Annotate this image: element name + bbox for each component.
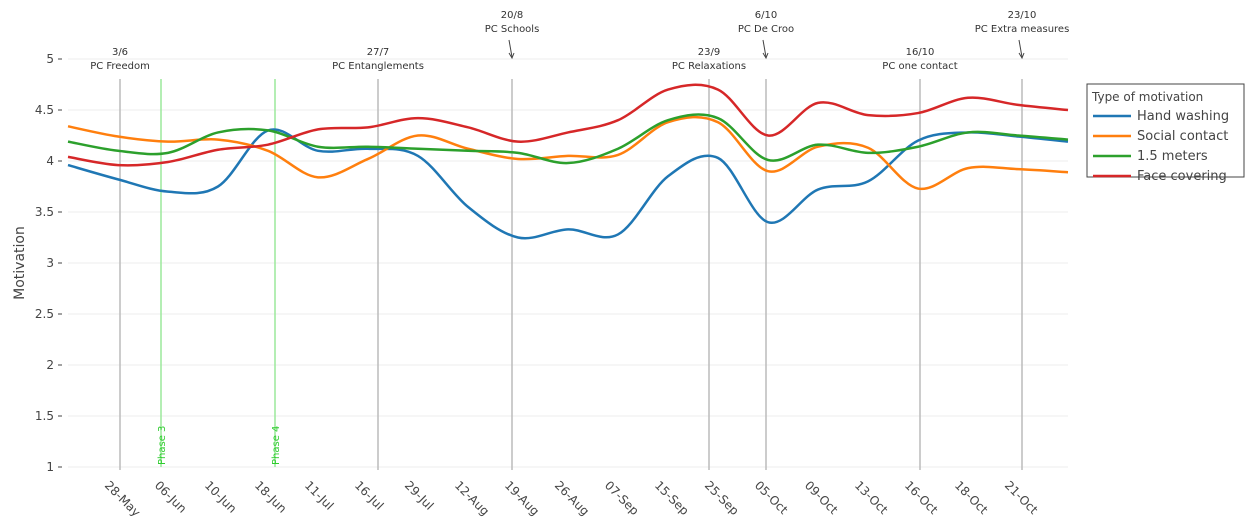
event-label: PC one contact bbox=[882, 61, 957, 72]
y-tick-label: 1 bbox=[46, 460, 54, 474]
phase-label: Phase 4 bbox=[271, 426, 282, 465]
y-tick-label: 1.5 bbox=[35, 409, 54, 423]
arrow-head bbox=[762, 52, 769, 60]
arrow bbox=[762, 39, 767, 58]
phase-label: Phase 3 bbox=[157, 426, 168, 465]
x-tick-label: 28-May bbox=[102, 478, 143, 518]
legend-label: Hand washing bbox=[1137, 109, 1229, 124]
line bbox=[67, 115, 1069, 191]
x-tick-label: 06-Jun bbox=[152, 478, 189, 515]
legend-label: Social contact bbox=[1137, 129, 1228, 144]
line bbox=[67, 113, 1069, 165]
event-date: 16/10 bbox=[906, 47, 935, 58]
event-label: PC Extra measures bbox=[975, 24, 1070, 35]
x-tick-label: 09-Oct bbox=[802, 478, 841, 517]
line bbox=[67, 83, 1069, 167]
x-tick-label: 10-Jun bbox=[202, 478, 239, 515]
y-tick-label: 5 bbox=[46, 52, 54, 66]
x-tick-label: 16-Oct bbox=[902, 478, 941, 517]
y-tick-label: 3 bbox=[46, 256, 54, 270]
x-tick-label: 18-Jun bbox=[252, 478, 289, 515]
arrow-head bbox=[508, 52, 515, 60]
arrow bbox=[508, 39, 513, 58]
legend-label: 1.5 meters bbox=[1137, 149, 1208, 164]
arrow bbox=[1018, 39, 1023, 58]
y-axis-label: Motivation bbox=[12, 226, 28, 300]
x-tick-label: 29-Jul bbox=[402, 478, 436, 512]
legend-box bbox=[1086, 83, 1245, 178]
x-tick-label: 18-Oct bbox=[952, 478, 991, 517]
x-tick-label: 11-Jul bbox=[302, 478, 336, 512]
y-tick-label: 2.5 bbox=[35, 307, 54, 321]
x-tick-label: 13-Oct bbox=[852, 478, 891, 517]
x-tick-label: 21-Oct bbox=[1002, 478, 1041, 517]
event-date: 20/8 bbox=[501, 10, 523, 21]
event-date: 23/9 bbox=[698, 47, 720, 58]
event-date: 23/10 bbox=[1008, 10, 1037, 21]
y-tick-label: 4 bbox=[46, 154, 54, 168]
event-date: 3/6 bbox=[112, 47, 128, 58]
arrow-head bbox=[1018, 52, 1025, 60]
y-tick-label: 4.5 bbox=[35, 103, 54, 117]
x-tick-label: 07-Sep bbox=[602, 478, 642, 518]
x-tick-label: 25-Sep bbox=[702, 478, 742, 518]
x-tick-label: 16-Jul bbox=[352, 478, 386, 512]
event-label: PC Schools bbox=[485, 24, 540, 35]
y-tick-label: 2 bbox=[46, 358, 54, 372]
legend-label: Face covering bbox=[1137, 169, 1227, 184]
x-tick-label: 05-Oct bbox=[752, 478, 791, 517]
event-label: PC Relaxations bbox=[672, 61, 746, 72]
line bbox=[67, 128, 1069, 240]
y-tick-label: 3.5 bbox=[35, 205, 54, 219]
x-tick-label: 12-Aug bbox=[452, 478, 492, 518]
x-tick-label: 19-Aug bbox=[502, 478, 542, 518]
x-tick-label: 26-Aug bbox=[552, 478, 592, 518]
event-label: PC De Croo bbox=[738, 24, 794, 35]
legend-title: Type of motivation bbox=[1091, 90, 1203, 104]
event-label: PC Entanglements bbox=[332, 61, 424, 72]
event-label: PC Freedom bbox=[90, 61, 150, 72]
x-tick-label: 15-Sep bbox=[652, 478, 692, 518]
event-date: 6/10 bbox=[755, 10, 777, 21]
event-date: 27/7 bbox=[367, 47, 389, 58]
